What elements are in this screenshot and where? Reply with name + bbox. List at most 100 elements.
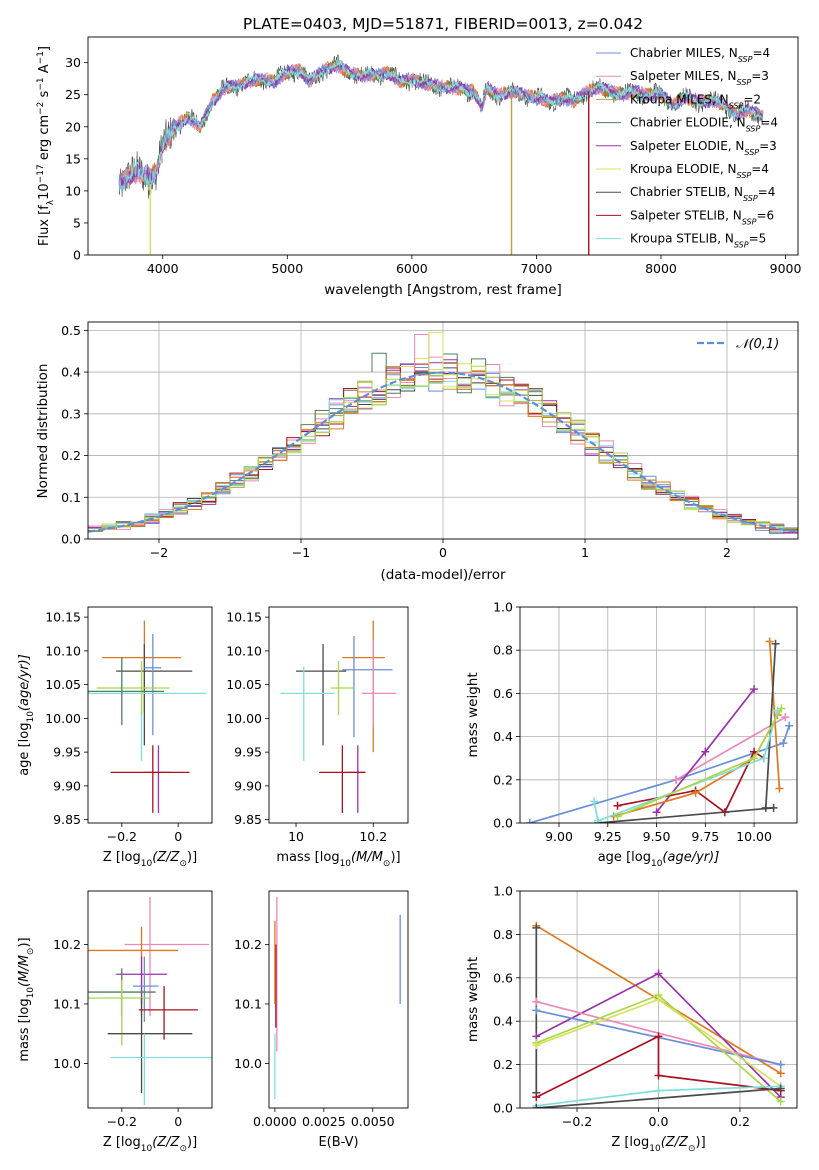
marker-point (781, 713, 790, 722)
x-axis-label: E(B-V) (318, 1135, 358, 1150)
y-tick-label: 25 (65, 87, 81, 102)
series-line (597, 807, 774, 823)
x-tick-label: 0.0 (649, 1114, 669, 1129)
y-tick-label: 0.3 (61, 406, 81, 421)
y-tick-label: 0.8 (493, 643, 513, 658)
panel-age-vs-mass: 10 10.2 9.85 9.90 9.95 10.00 10.05 10.10 10.15 ma… (226, 606, 409, 869)
marker-point (613, 801, 622, 810)
y-tick-label: 9.85 (234, 812, 262, 827)
y-axis-label: Normed distribution (35, 364, 51, 499)
x-tick-label: −0.2 (107, 1114, 137, 1129)
y-tick-label: 15 (65, 151, 81, 166)
y-tick-label: 0.0 (493, 1101, 513, 1116)
marker-point (750, 754, 759, 763)
x-tick-label: 0.2 (730, 1114, 750, 1129)
y-tick-label: 10.15 (45, 610, 81, 625)
y-tick-label: 10.1 (53, 996, 81, 1011)
panel-spectrum: 4000 5000 6000 7000 8000 9000 0 5 10 15 20 25 30 wave… (36, 36, 802, 298)
panel-mass-vs-EBV: 0.0000 0.0025 0.0050 10.0 10.1 10.2 E(B-V) (234, 890, 409, 1150)
x-tick-label: 8000 (645, 261, 677, 276)
y-axis-label: Flux [fλ10−17 erg cm−2 s−1 A−1] (36, 46, 56, 246)
y-tick-label: 10.0 (234, 1056, 262, 1071)
gaussian-curve (88, 371, 798, 533)
axes-frame (87, 606, 213, 824)
y-tick-label: 20 (65, 119, 81, 134)
series-line (764, 643, 777, 808)
y-axis-label: mass [log10(M/M⊙)] (17, 937, 36, 1061)
x-tick-label: 9000 (770, 261, 802, 276)
y-tick-label: 0.6 (493, 970, 513, 985)
y-tick-label: 0.4 (493, 1014, 513, 1029)
axes-frame (519, 606, 798, 824)
axes-frame (87, 36, 799, 256)
panel-residuals: −2 −1 0 1 2 0.0 0.1 0.2 0.3 0.4 0.5 (data-model)/er… (35, 321, 799, 583)
marker-point (532, 1041, 541, 1050)
x-axis-label: Z [log10(Z/Z⊙)] (103, 850, 197, 869)
panel-mass-vs-Z: −0.2 0 10.0 10.1 10.2 Z [log10(Z/Z⊙)] mass [lo… (17, 890, 213, 1154)
legend-entry: Chabrier ELODIE, NSSP=4 (630, 116, 778, 134)
legend-entry: Chabrier MILES, NSSP=4 (630, 46, 770, 64)
plot-area (520, 891, 797, 1108)
plot-area (88, 322, 798, 539)
y-tick-label: 10.1 (234, 996, 262, 1011)
plot-area (118, 54, 764, 255)
legend-entry: Kroupa STELIB, NSSP=5 (630, 232, 766, 250)
marker-point (769, 803, 778, 812)
axes-frame (268, 606, 409, 824)
marker-point (701, 747, 710, 756)
y-tick-label: 10.10 (45, 643, 81, 658)
figure-title: PLATE=0403, MJD=51871, FIBERID=0013, z=0… (243, 15, 643, 33)
legend: Chabrier MILES, NSSP=4 Salpeter MILES, NS… (596, 46, 778, 249)
marker-point (532, 1093, 541, 1102)
marker-point (776, 1097, 785, 1106)
x-axis-label: wavelength [Angstrom, rest frame] (324, 282, 562, 298)
marker-point (691, 788, 700, 797)
histogram-bar (371, 352, 387, 373)
y-tick-label: 10.05 (226, 677, 262, 692)
legend-entry: Chabrier STELIB, NSSP=4 (630, 185, 775, 203)
marker-point (532, 1104, 541, 1108)
series-line (535, 1035, 781, 1098)
y-tick-label: 30 (65, 55, 81, 70)
x-tick-label: 1 (581, 545, 589, 560)
y-tick-label: 0.0 (493, 816, 513, 831)
marker-point (594, 816, 603, 823)
series-line (536, 1087, 781, 1108)
x-tick-label: 9.25 (594, 829, 622, 844)
x-tick-label: 6000 (396, 261, 428, 276)
marker-point (785, 721, 794, 730)
y-tick-label: 10.05 (45, 677, 81, 692)
plot-area (88, 620, 207, 813)
y-tick-label: 9.90 (234, 778, 262, 793)
marker-point (532, 923, 541, 932)
marker-point (590, 797, 599, 806)
y-tick-label: 0.4 (493, 729, 513, 744)
series-line (675, 716, 786, 781)
marker-point (771, 639, 780, 648)
legend-entry: 𝒩(0,1) (736, 337, 779, 352)
y-tick-label: 10.10 (226, 643, 262, 658)
x-tick-label: 10.2 (359, 829, 387, 844)
marker-point (779, 739, 788, 748)
x-axis-label: (data-model)/error (380, 567, 506, 583)
y-tick-label: 9.95 (53, 745, 81, 760)
marker-point (654, 1032, 663, 1041)
plot-area (88, 896, 212, 1106)
legend-entry: Salpeter MILES, NSSP=3 (630, 69, 769, 87)
x-tick-label: 2 (723, 545, 731, 560)
x-tick-label: 9.75 (691, 829, 719, 844)
x-tick-label: 4000 (147, 261, 179, 276)
marker-point (652, 808, 661, 817)
y-axis-label: age [log10(age/yr)] (17, 654, 36, 776)
legend-entry: Kroupa ELODIE, NSSP=4 (630, 162, 769, 180)
y-tick-label: 10.2 (234, 937, 262, 952)
x-tick-label: 10 (288, 829, 304, 844)
marker-point (765, 637, 774, 646)
x-tick-label: −0.2 (562, 1114, 592, 1129)
y-tick-label: 9.85 (53, 812, 81, 827)
y-tick-label: 10.00 (45, 711, 81, 726)
y-tick-label: 0.6 (493, 686, 513, 701)
y-tick-label: 0.2 (61, 448, 81, 463)
x-tick-label: 0 (439, 545, 447, 560)
y-axis-label: mass weight (465, 957, 481, 1042)
